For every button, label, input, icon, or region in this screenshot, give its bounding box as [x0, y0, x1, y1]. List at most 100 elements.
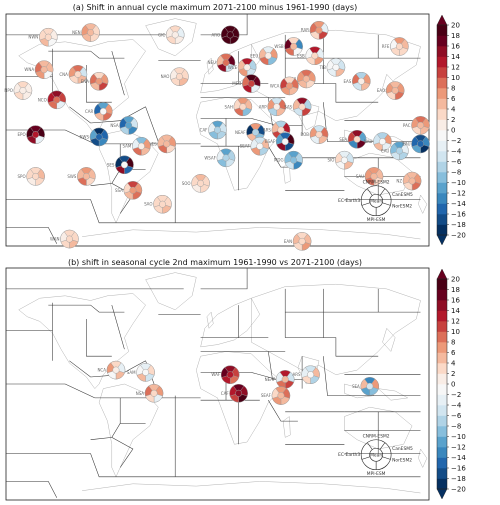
- region-glyph-nsa: NSA: [136, 384, 164, 403]
- region-label: WCE: [228, 65, 238, 70]
- colorbar-tick-label: 0: [451, 380, 455, 388]
- region-glyph-waf: WAF: [211, 365, 240, 384]
- mean-centre: [95, 133, 103, 141]
- coastline: [344, 383, 375, 399]
- coastline: [382, 328, 396, 352]
- region-glyph-ean: EAN: [284, 232, 312, 251]
- legend-model-label: EC-Earth3: [338, 198, 360, 204]
- colorbar-segment: [437, 182, 447, 194]
- region-label: SAH: [225, 104, 233, 109]
- region-boundary: [111, 51, 125, 96]
- region-label: EPO: [18, 132, 26, 137]
- region-glyph-eas: EAS: [344, 72, 371, 91]
- region-glyph-sws: SWS: [67, 167, 96, 186]
- region-glyph-ssa: SSA: [115, 181, 143, 200]
- region-glyph-wna: WNA: [24, 60, 54, 79]
- region-glyph-sea: SEA: [352, 377, 380, 396]
- region-boundary: [200, 118, 277, 126]
- mean-centre: [370, 173, 378, 180]
- region-glyph-seaf: SEAF: [240, 136, 270, 156]
- mean-centre: [66, 235, 73, 243]
- region-label: SIO: [328, 158, 335, 163]
- region-label: SAU: [356, 174, 364, 179]
- region-glyph-sao: SAO: [144, 194, 172, 214]
- region-boundary: [69, 360, 146, 378]
- colorbar-segment: [437, 172, 447, 183]
- region-glyph-eao: EAO: [377, 81, 405, 100]
- mean-centre: [252, 128, 259, 136]
- mean-centre: [396, 43, 403, 50]
- legend-model-label: CNRM-ESM2: [363, 179, 390, 185]
- region-label: PAC: [403, 123, 411, 128]
- region-glyph-nes: NES: [149, 134, 176, 154]
- region-label: WCA: [270, 83, 280, 88]
- region-glyph-nao: NAO: [161, 67, 189, 86]
- region-label: SOO: [182, 181, 191, 186]
- region-label: NCA: [97, 368, 106, 373]
- region-glyph-sio: SIO: [328, 150, 354, 170]
- region-boundary: [6, 453, 176, 478]
- region-glyph-rar: RAR: [301, 20, 329, 40]
- colorbar-tick-label: 16: [451, 296, 460, 304]
- region-glyph-gic: GIC: [158, 25, 185, 45]
- mean-centre: [277, 392, 285, 399]
- coastline: [344, 406, 413, 450]
- region-boundary: [111, 437, 134, 468]
- mean-centre: [298, 237, 306, 245]
- region-label: SEA: [339, 137, 347, 142]
- region-glyph-sau: SAU: [356, 167, 384, 186]
- region-label: NES: [149, 141, 158, 146]
- region-glyph-sah: SAH: [225, 97, 253, 117]
- colorbar-segment: [437, 214, 447, 225]
- region-glyph-wce: WCE: [228, 58, 257, 77]
- colorbar-tick-label: −4: [451, 147, 462, 155]
- region-label: RAR: [301, 28, 309, 33]
- colorbar-tick-label: −18: [451, 475, 466, 483]
- coastline: [251, 283, 421, 375]
- map-frame: [5, 267, 430, 501]
- region-boundary: [285, 337, 379, 357]
- legend-divider: [367, 442, 373, 450]
- region-glyph-wan: WAN: [50, 229, 79, 249]
- mean-centre: [273, 103, 281, 111]
- colorbar-tick-label: 8: [451, 338, 455, 346]
- model-legend: Mean CNRM-ESM2 CanESM5 NorESM2 MPI-ESM EC-Ear…: [338, 179, 413, 223]
- colorbar-segment: [437, 405, 447, 416]
- region-glyph-seaf: SEAF: [261, 386, 291, 405]
- region-label: EAS: [344, 79, 352, 84]
- region-glyph-wca: WCA: [270, 76, 299, 96]
- coastline: [378, 388, 409, 401]
- region-boundary: [268, 400, 298, 422]
- mean-centre: [32, 173, 39, 180]
- colorbar-segment: [437, 300, 447, 311]
- mean-centre: [379, 138, 386, 145]
- colorbar-tick-label: 4: [451, 105, 456, 113]
- colorbar-segment: [437, 321, 447, 332]
- mean-centre: [32, 131, 39, 139]
- mean-centre: [40, 66, 48, 74]
- colorbar-tick-label: 18: [451, 286, 460, 294]
- mean-centre: [281, 375, 289, 383]
- mean-centre: [112, 366, 120, 374]
- region-glyph-sea: SEA: [339, 130, 367, 149]
- colorbar-segment: [437, 109, 447, 120]
- coastline: [82, 227, 421, 240]
- region-glyph-nws: NWS: [80, 127, 109, 147]
- region-boundary: [48, 304, 125, 313]
- coastline: [196, 351, 286, 445]
- region-label: SAM: [127, 370, 136, 375]
- mean-centre: [19, 87, 27, 94]
- region-glyph-soo: SOO: [182, 174, 210, 193]
- coastline: [196, 97, 286, 191]
- region-glyph-eeu: EEU: [250, 46, 278, 66]
- colorbar-segment: [437, 457, 447, 469]
- colorbar-tick-label: 14: [451, 307, 460, 315]
- colorbar-tick-label: 20: [451, 21, 460, 29]
- legend-model-label: NorESM2: [392, 457, 412, 463]
- region-label: NAU: [364, 139, 373, 144]
- legend-model-label: MPI-ESM: [367, 471, 386, 477]
- coastline: [251, 29, 421, 121]
- region-label: SEA: [352, 384, 360, 389]
- region-glyph-caf: CAF: [200, 120, 227, 140]
